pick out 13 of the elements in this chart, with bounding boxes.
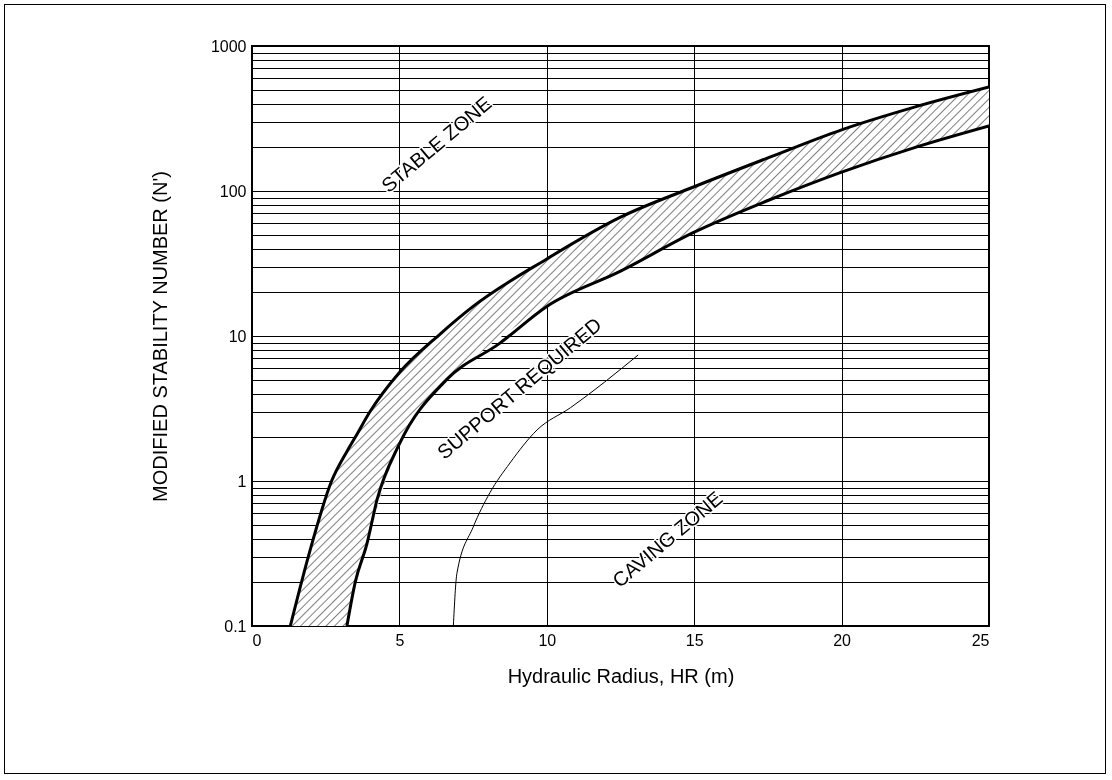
x-tick-label: 25 [971, 631, 990, 649]
x-tick-label: 20 [833, 631, 852, 649]
y-tick-label: 10 [228, 327, 247, 345]
y-tick-label: 1000 [210, 37, 247, 55]
x-tick-label: 10 [538, 631, 557, 649]
y-axis-title: MODIFIED STABILITY NUMBER (N') [148, 171, 171, 502]
x-tick-label: 5 [395, 631, 405, 649]
x-axis-title: Hydraulic Radius, HR (m) [507, 664, 735, 687]
y-tick-label: 1 [237, 472, 247, 490]
x-tick-label: 0 [252, 631, 262, 649]
y-tick-label: 0.1 [224, 617, 247, 635]
y-tick-label: 100 [219, 182, 247, 200]
x-tick-label: 15 [685, 631, 704, 649]
